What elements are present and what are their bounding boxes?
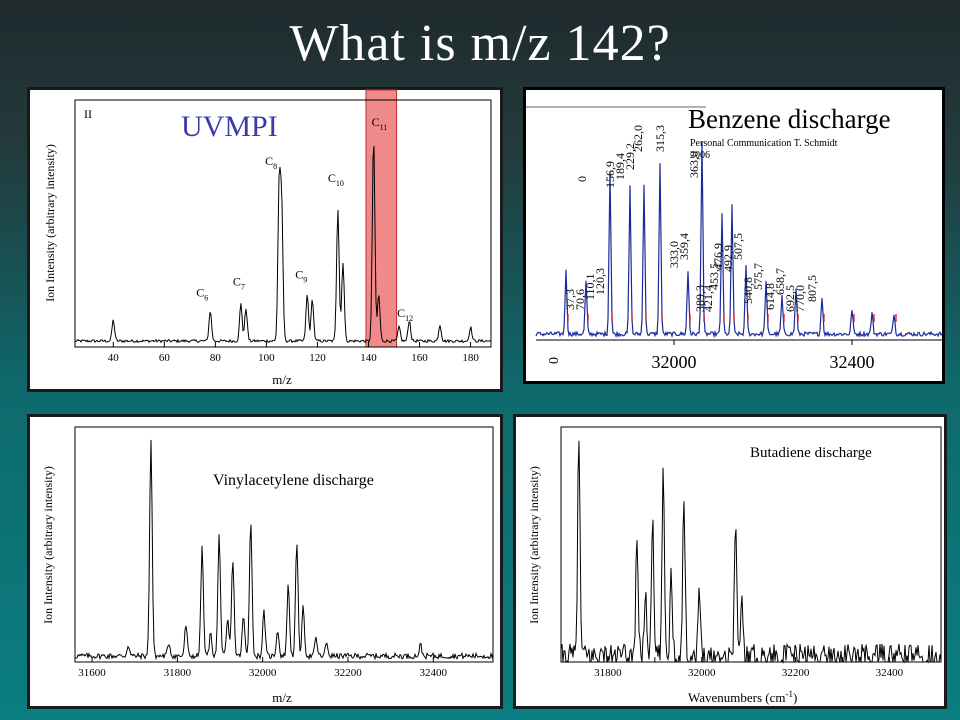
peak-label: 229,2: [623, 143, 637, 170]
spectrum-trace: [560, 440, 942, 664]
peak-label: 37,3: [563, 289, 577, 310]
peak-label: 110,1: [583, 273, 597, 300]
peak-label: 692,5: [783, 285, 797, 312]
x-tick-label: 80: [210, 352, 222, 364]
x-tick-label: 160: [411, 352, 428, 364]
peak-label: 262,0: [631, 125, 645, 152]
x-tick-label: 31600: [78, 667, 106, 679]
benzene-panel: 0 37,3 70,6 110,1 120,3 156,9 189,4 229,2 262,0 3…: [523, 87, 945, 384]
peak-label: 363,0: [687, 151, 701, 178]
vinylacetylene-chart: 31600 31800 32000 32200 32400 Vinylacetylene…: [41, 426, 494, 705]
peak-label: 770,0: [793, 285, 807, 312]
peak-label: 359,4: [677, 233, 691, 260]
x-tick-label: 32400: [420, 667, 448, 679]
x-tick-label: 32200: [334, 667, 362, 679]
x-tick-label: 120: [309, 352, 326, 364]
spectrum-trace: [74, 145, 492, 344]
peak-label: 156,9: [603, 161, 617, 188]
peak-label: 807,5: [805, 275, 819, 302]
peak-label: 614,8: [763, 283, 777, 310]
x-tick-label: 32400: [876, 667, 904, 679]
x-axis-label: m/z: [272, 372, 292, 387]
uvmpi-chart: 40 60 80 100 120 140 160 180 C6C7C8C9C10C11C12 …: [43, 89, 492, 387]
x-tick-label: 180: [462, 352, 479, 364]
x-tick-label: 100: [258, 352, 275, 364]
butadiene-panel: 31800 32000 32200 32400 Butadiene discharge…: [513, 414, 947, 709]
chart-title: Vinylacetylene discharge: [213, 472, 374, 489]
plot-frame: [74, 426, 494, 663]
plot-frame: [74, 99, 492, 348]
peak-label: 421,4: [701, 285, 715, 312]
peak-label: C11: [372, 115, 388, 132]
plot-frame: [560, 426, 942, 663]
peak-label: C12: [397, 306, 413, 323]
slide-title: What is m/z 142?: [289, 15, 671, 72]
spectrum-trace: [535, 141, 943, 339]
x-tick-label: 40: [108, 352, 120, 364]
chart-title: Benzene discharge: [688, 104, 891, 134]
credit-line-2: 2006: [690, 150, 710, 161]
peak-label: 333,0: [667, 241, 681, 268]
x-tick-label: 60: [159, 352, 171, 364]
butadiene-chart: 31800 32000 32200 32400 Butadiene discharge…: [527, 426, 942, 705]
peak-label: 189,4: [613, 153, 627, 180]
uvmpi-panel: 40 60 80 100 120 140 160 180 C6 C7 C8 C9 C10 C11 C12 …: [27, 87, 503, 392]
peak-label: 476,9: [711, 243, 725, 270]
peak-label: 507,5: [731, 233, 745, 260]
y-axis-label: Ion Intensity (arbitrary intensity): [43, 144, 57, 302]
x-tick-label: 32400: [830, 352, 875, 372]
x-tick-label: 32000: [688, 667, 716, 679]
x-tick-label: 31800: [594, 667, 622, 679]
peak-label: 70,6: [573, 289, 587, 310]
y-axis-label: Ion Intensity (arbitrary intensity): [41, 466, 55, 624]
panel-label: II: [84, 107, 92, 121]
peak-label: 315,3: [653, 125, 667, 152]
chart-title: Butadiene discharge: [750, 445, 872, 461]
peak-label: 575,7: [751, 263, 765, 290]
spectrum-trace: [74, 439, 494, 661]
y-axis-label: Ion Intensity (arbitrary intensity): [527, 466, 541, 624]
peak-label: 540,8: [741, 277, 755, 304]
zero-label: 0: [547, 357, 562, 364]
chart-title: UVMPI: [181, 110, 278, 143]
x-tick-label: 140: [360, 352, 377, 364]
peak-label: 658,7: [773, 268, 787, 295]
vinylacetylene-panel: 31600 31800 32000 32200 32400 Vinylacetylene…: [27, 414, 503, 709]
peak-label: 492,9: [721, 245, 735, 272]
x-tick-label: 32000: [249, 667, 277, 679]
x-axis-label: Wavenumbers (cm-1): [688, 689, 797, 705]
peak-label: 453,5: [707, 263, 721, 290]
peak-label: C9: [295, 267, 307, 284]
credit-line-1: Personal Communication T. Schmidt: [690, 138, 838, 149]
x-tick-label: 32000: [652, 352, 697, 372]
x-tick-label: 32200: [782, 667, 810, 679]
x-axis-label: m/z: [272, 690, 292, 705]
peak-label: C6: [196, 286, 208, 303]
peak-label: 0: [575, 176, 589, 182]
peak-label: C8: [265, 154, 277, 171]
x-tick-label: 31800: [164, 667, 192, 679]
peak-label: C7: [233, 275, 245, 292]
peak-label: 120,3: [593, 268, 607, 295]
peak-label: C10: [328, 171, 344, 188]
peak-label: 389,3: [693, 285, 707, 312]
